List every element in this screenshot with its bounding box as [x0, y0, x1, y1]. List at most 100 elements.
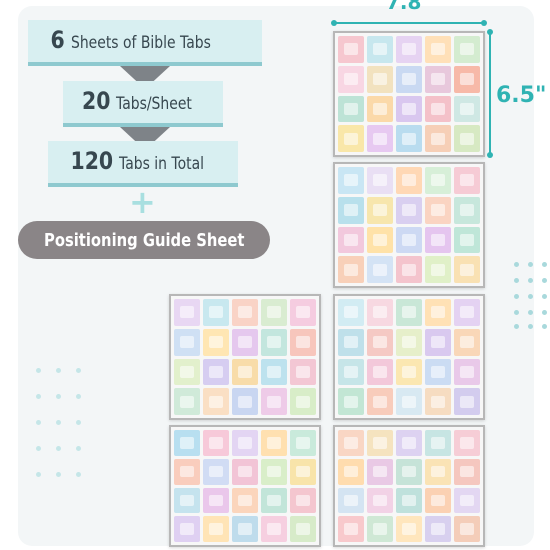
tabs-total-text: Tabs in Total — [119, 154, 205, 174]
bible-tab — [367, 299, 393, 326]
sheets-count-text: Sheets of Bible Tabs — [71, 33, 211, 53]
tabs-per-sheet-number: 20 — [82, 87, 111, 115]
bible-tab — [425, 299, 451, 326]
bible-tab — [338, 196, 364, 224]
bible-tab — [174, 328, 200, 356]
bible-tab — [261, 328, 287, 356]
bible-tab — [367, 125, 393, 152]
height-dimension-start-dot — [487, 29, 493, 35]
bible-tab — [338, 36, 364, 63]
bible-tab — [367, 167, 393, 194]
bible-tab — [396, 487, 422, 514]
width-dimension-label: 7.8" — [386, 0, 432, 14]
tab-grid — [338, 167, 480, 283]
bible-tab — [338, 388, 364, 415]
bible-tab — [454, 226, 480, 254]
bible-tab — [338, 458, 364, 485]
plus-icon: + — [129, 183, 156, 221]
bible-tab — [454, 125, 480, 152]
width-dimension-start-dot — [331, 20, 337, 26]
bible-tab — [261, 388, 287, 415]
bible-tab — [338, 125, 364, 152]
width-dimension-line — [334, 22, 484, 24]
bible-tab — [425, 167, 451, 194]
bible-tab — [338, 358, 364, 386]
bible-tab — [425, 256, 451, 283]
bible-tab — [261, 430, 287, 456]
bible-tab — [425, 65, 451, 93]
bible-tab — [290, 487, 316, 514]
bible-tab — [290, 430, 316, 456]
bible-tab — [174, 430, 200, 456]
bible-tab — [290, 299, 316, 326]
bible-tab — [396, 226, 422, 254]
positioning-guide-text: Positioning Guide Sheet — [43, 229, 245, 251]
bible-tab — [367, 516, 393, 542]
decorative-dots-right — [514, 262, 547, 329]
bible-tab — [232, 358, 258, 386]
bible-tab — [367, 458, 393, 485]
bible-tab — [367, 328, 393, 356]
bible-tab — [425, 516, 451, 542]
bible-tab — [454, 516, 480, 542]
tabs-total-number: 120 — [70, 147, 114, 175]
bible-tab — [174, 299, 200, 326]
bible-tab — [425, 36, 451, 63]
bible-tab — [425, 125, 451, 152]
bible-tab — [261, 487, 287, 514]
tab-sheet-6 — [333, 425, 485, 547]
bible-tab — [203, 299, 229, 326]
bible-tab — [396, 36, 422, 63]
bible-tab — [203, 388, 229, 415]
tab-sheet-1 — [333, 31, 485, 157]
bible-tab — [290, 516, 316, 542]
tab-grid — [338, 299, 480, 415]
bible-tab — [454, 95, 480, 123]
bible-tab — [367, 388, 393, 415]
bible-tab — [338, 487, 364, 514]
bible-tab — [396, 299, 422, 326]
tab-grid — [174, 430, 316, 542]
bible-tab — [338, 299, 364, 326]
bible-tab — [174, 458, 200, 485]
bible-tab — [396, 328, 422, 356]
bible-tab — [396, 167, 422, 194]
bible-tab — [203, 358, 229, 386]
bible-tab — [425, 196, 451, 224]
height-dimension-end-dot — [487, 152, 493, 158]
bible-tab — [203, 458, 229, 485]
sheets-count-number: 6 — [50, 26, 66, 54]
bible-tab — [396, 430, 422, 456]
tabs-per-sheet-text: Tabs/Sheet — [116, 94, 193, 114]
tabs-total-box: 120 Tabs in Total — [48, 141, 238, 187]
bible-tab — [203, 516, 229, 542]
bible-tab — [261, 516, 287, 542]
bible-tab — [232, 388, 258, 415]
bible-tab — [396, 65, 422, 93]
tab-sheet-4 — [333, 294, 485, 420]
bible-tab — [174, 487, 200, 514]
bible-tab — [367, 226, 393, 254]
height-dimension-line — [489, 32, 491, 156]
bible-tab — [454, 328, 480, 356]
positioning-guide-badge: Positioning Guide Sheet — [18, 221, 270, 259]
bible-tab — [367, 430, 393, 456]
height-dimension-label: 6.5" — [496, 83, 547, 108]
bible-tab — [454, 388, 480, 415]
tab-grid — [338, 36, 480, 152]
sheets-count-box: 6 Sheets of Bible Tabs — [28, 20, 262, 66]
bible-tab — [261, 358, 287, 386]
bible-tab — [454, 458, 480, 485]
bible-tab — [261, 299, 287, 326]
bible-tab — [174, 358, 200, 386]
bible-tab — [396, 125, 422, 152]
bible-tab — [232, 328, 258, 356]
bible-tab — [454, 167, 480, 194]
bible-tab — [338, 430, 364, 456]
bible-tab — [396, 516, 422, 542]
bible-tab — [425, 458, 451, 485]
bible-tab — [203, 328, 229, 356]
bible-tab — [290, 458, 316, 485]
tab-sheet-5 — [169, 425, 321, 547]
bible-tab — [367, 487, 393, 514]
